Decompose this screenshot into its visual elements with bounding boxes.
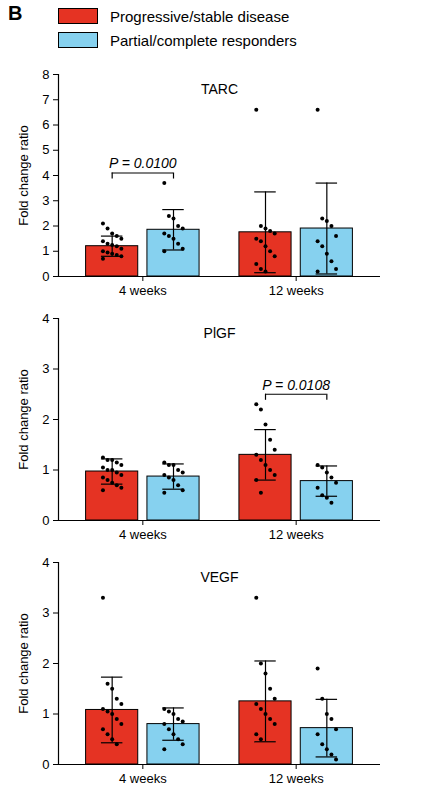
svg-text:1: 1 bbox=[42, 462, 49, 477]
svg-text:Fold change ratio: Fold change ratio bbox=[16, 125, 31, 225]
svg-text:8: 8 bbox=[42, 67, 49, 82]
svg-text:Fold change ratio: Fold change ratio bbox=[16, 613, 31, 713]
svg-text:4 weeks: 4 weeks bbox=[119, 527, 167, 542]
svg-text:P = 0.0108: P = 0.0108 bbox=[262, 377, 330, 393]
svg-text:6: 6 bbox=[42, 117, 49, 132]
svg-text:P = 0.0100: P = 0.0100 bbox=[109, 155, 177, 171]
svg-text:PlGF: PlGF bbox=[204, 325, 236, 341]
svg-text:4 weeks: 4 weeks bbox=[119, 771, 167, 786]
svg-text:4 weeks: 4 weeks bbox=[119, 283, 167, 298]
svg-text:4: 4 bbox=[42, 168, 49, 183]
svg-text:0: 0 bbox=[42, 757, 49, 772]
svg-text:3: 3 bbox=[42, 605, 49, 620]
svg-text:2: 2 bbox=[42, 412, 49, 427]
html-text:Progressive/stable disease: Progressive/stable disease bbox=[110, 7, 290, 25]
svg-text:Fold change ratio: Fold change ratio bbox=[16, 369, 31, 469]
svg-text:2: 2 bbox=[42, 656, 49, 671]
svg-text:4: 4 bbox=[42, 555, 49, 570]
svg-text:0: 0 bbox=[42, 269, 49, 284]
svg-text:0: 0 bbox=[42, 513, 49, 528]
svg-text:VEGF: VEGF bbox=[200, 569, 238, 585]
html-text:Partial/complete responders: Partial/complete responders bbox=[110, 31, 297, 49]
html-text:B: B bbox=[8, 2, 23, 24]
svg-text:1: 1 bbox=[42, 243, 49, 258]
svg-text:12 weeks: 12 weeks bbox=[269, 527, 324, 542]
svg-text:5: 5 bbox=[42, 142, 49, 157]
svg-text:12 weeks: 12 weeks bbox=[269, 771, 324, 786]
svg-text:1: 1 bbox=[42, 706, 49, 721]
svg-text:TARC: TARC bbox=[201, 81, 238, 97]
svg-text:7: 7 bbox=[42, 92, 49, 107]
svg-text:3: 3 bbox=[42, 361, 49, 376]
svg-text:2: 2 bbox=[42, 218, 49, 233]
svg-text:4: 4 bbox=[42, 311, 49, 326]
svg-text:3: 3 bbox=[42, 193, 49, 208]
svg-text:12 weeks: 12 weeks bbox=[269, 283, 324, 298]
